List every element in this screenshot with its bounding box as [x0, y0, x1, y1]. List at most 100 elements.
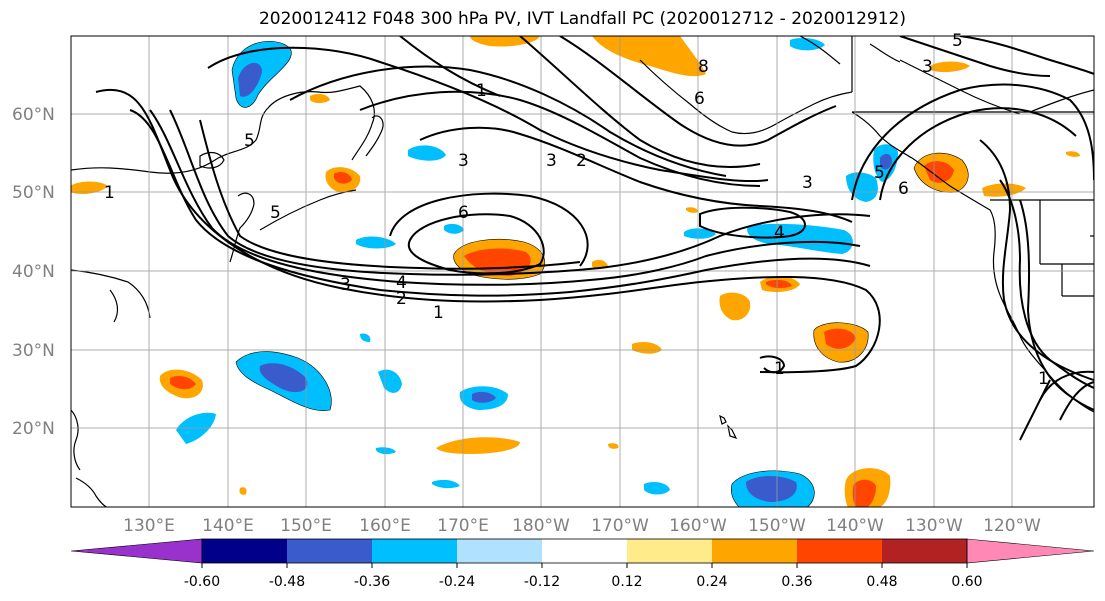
- warm-anomaly: [170, 376, 196, 390]
- colorbar-segment: [627, 539, 712, 563]
- colorbar-segment: [372, 539, 457, 563]
- colorbar-segment: [712, 539, 797, 563]
- contour-label: 4: [396, 273, 407, 293]
- contour-label: 6: [458, 203, 469, 223]
- contour-label: 2: [576, 151, 587, 171]
- colorbar-segment: [287, 539, 372, 563]
- warm-anomaly: [824, 328, 856, 349]
- cool-anomaly: [376, 447, 396, 455]
- contour-label: 5: [244, 131, 255, 151]
- colorbar-segment: [882, 539, 967, 563]
- warm-anomaly: [608, 443, 619, 449]
- warm-anomaly: [852, 479, 876, 507]
- lon-label: 180°W: [512, 516, 570, 536]
- contour-label: 3: [922, 57, 933, 77]
- contour-label: 3: [546, 151, 557, 171]
- warm-anomaly: [930, 61, 970, 73]
- contour-label: 1: [104, 183, 115, 203]
- contour-label: 4: [774, 223, 785, 243]
- colorbar-tick-label: -0.36: [354, 574, 390, 590]
- lon-label: 160°W: [669, 516, 727, 536]
- contour-label: 6: [694, 89, 705, 109]
- cool-anomaly: [444, 223, 464, 234]
- warm-anomaly: [239, 487, 247, 495]
- pv-contours: [95, 36, 1094, 441]
- colorbar-tick-label: 0.12: [611, 574, 642, 590]
- warm-anomaly: [924, 161, 954, 183]
- cool-anomaly: [378, 369, 402, 393]
- lon-label: 150°E: [280, 516, 332, 536]
- cool-anomaly: [472, 391, 496, 403]
- contour-label: 2: [396, 289, 407, 309]
- colorbar-segment: [457, 539, 542, 563]
- lon-label: 150°W: [748, 516, 806, 536]
- contour-label: 5: [270, 203, 281, 223]
- colorbar-tick-label: -0.60: [184, 574, 220, 590]
- cool-anomaly: [747, 223, 853, 254]
- cool-anomaly: [408, 145, 446, 161]
- cool-anomaly: [356, 236, 396, 249]
- warm-anomaly: [982, 183, 1026, 197]
- map-border: [70, 35, 1095, 508]
- contour-label: 1: [476, 81, 487, 101]
- lat-label-60n: 60°N: [12, 105, 55, 125]
- colorbar: -0.60 -0.48 -0.36 -0.24 -0.12 0.12 0.24 …: [70, 538, 1095, 590]
- colorbar-max-extension: [966, 538, 1095, 564]
- colorbar-min-extension: [70, 538, 203, 564]
- colorbar-tick-label: -0.48: [269, 574, 305, 590]
- colorbar-outline: [201, 538, 968, 564]
- contour-label: 6: [898, 179, 909, 199]
- map-title: 2020012412 F048 300 hPa PV, IVT Landfall…: [258, 9, 906, 29]
- latitude-labels: 60°N 50°N 40°N 30°N 20°N: [12, 105, 55, 439]
- lon-label: 170°E: [437, 516, 489, 536]
- warm-anomaly: [436, 437, 520, 454]
- colorbar-segment: [542, 539, 627, 563]
- lon-label: 140°W: [826, 516, 884, 536]
- gridlines: [71, 36, 1094, 507]
- warm-anomaly: [334, 172, 352, 184]
- lon-label: 140°E: [202, 516, 254, 536]
- warm-anomaly: [1066, 151, 1080, 157]
- warm-anomaly: [632, 342, 662, 354]
- warm-anomaly: [686, 207, 698, 213]
- shaded-anomalies: [71, 36, 1080, 507]
- warm-anomaly: [766, 279, 792, 289]
- lon-label: 160°E: [359, 516, 411, 536]
- colorbar-tick-label: -0.24: [439, 574, 475, 590]
- colorbar-tick-label: 0.48: [866, 574, 897, 590]
- contour-label: 5: [874, 163, 885, 183]
- colorbar-segment: [797, 539, 882, 563]
- contour-labels: 1 1 2 3 4 3 6 3 2 5 5 1 3 5 6 8 6 3 5 4 …: [104, 31, 1049, 389]
- lon-label: 170°W: [591, 516, 649, 536]
- lat-label-40n: 40°N: [12, 262, 55, 282]
- contour-label: 8: [698, 57, 709, 77]
- colorbar-tick-label: 0.36: [781, 574, 812, 590]
- cool-anomaly: [880, 153, 892, 170]
- cool-anomaly: [684, 228, 716, 239]
- cool-anomaly: [644, 482, 670, 495]
- warm-anomaly: [719, 292, 751, 321]
- contour-label: 5: [952, 31, 963, 51]
- cool-anomaly: [746, 476, 797, 502]
- lat-label-20n: 20°N: [12, 419, 55, 439]
- lat-label-30n: 30°N: [12, 341, 55, 361]
- cool-anomaly: [259, 363, 308, 393]
- contour-label: 3: [802, 173, 813, 193]
- lon-label: 130°E: [123, 516, 175, 536]
- warm-anomaly: [71, 181, 108, 194]
- contour-label: 1: [433, 303, 444, 323]
- cool-anomaly: [790, 37, 825, 51]
- colorbar-segment: [202, 539, 287, 563]
- lon-label: 120°W: [983, 516, 1041, 536]
- colorbar-tick-label: 0.24: [696, 574, 727, 590]
- contour-label: 3: [340, 275, 351, 295]
- lat-label-50n: 50°N: [12, 183, 55, 203]
- lon-label: 130°W: [905, 516, 963, 536]
- longitude-labels: 130°E 140°E 150°E 160°E 170°E 180°W 170°…: [123, 516, 1041, 536]
- colorbar-tick-label: -0.12: [524, 574, 560, 590]
- contour-label: 1: [774, 359, 785, 379]
- cool-anomaly: [360, 333, 371, 342]
- cool-anomaly: [238, 62, 262, 97]
- contour-label: 3: [458, 151, 469, 171]
